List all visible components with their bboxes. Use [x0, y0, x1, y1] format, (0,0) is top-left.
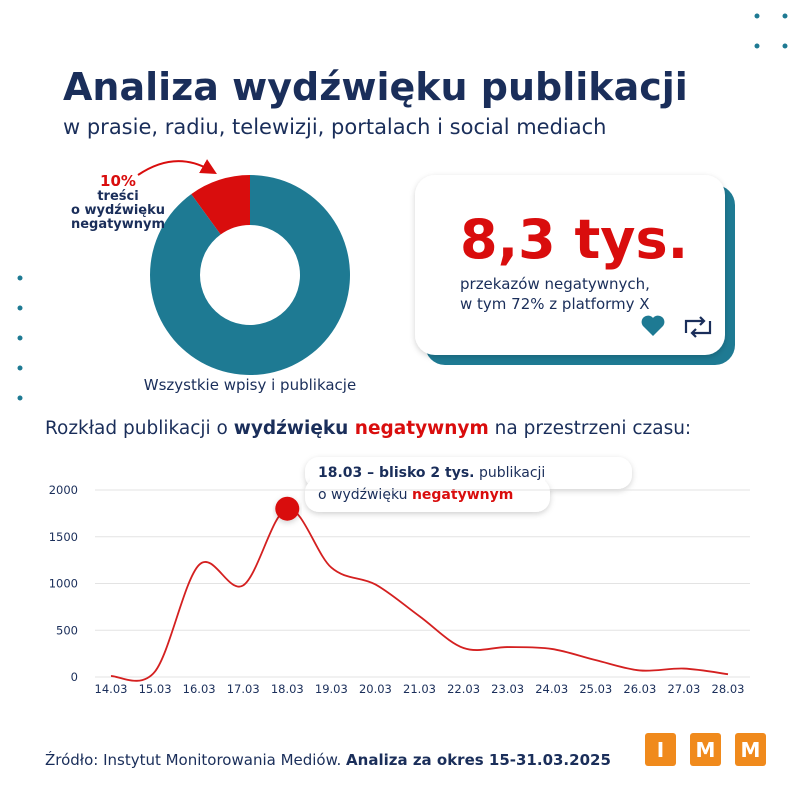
x-tick-label: 16.03 [183, 682, 216, 696]
y-tick-label: 1000 [49, 577, 78, 591]
annotation-highlight: negatywnym [412, 487, 513, 503]
x-tick-label: 23.03 [491, 682, 524, 696]
x-tick-label: 25.03 [579, 682, 612, 696]
x-tick-label: 15.03 [139, 682, 172, 696]
x-tick-label: 20.03 [359, 682, 392, 696]
annotation-text: o wydźwięku [318, 487, 412, 503]
line-series [110, 507, 729, 682]
x-tick-label: 22.03 [447, 682, 480, 696]
annotation: 18.03 – blisko 2 tys. publikacji [318, 465, 545, 481]
annotation-bold: 18.03 – blisko 2 tys. [318, 465, 475, 481]
section-title-part: negatywnym [355, 418, 489, 439]
y-tick-label: 0 [71, 670, 78, 684]
decor-dots [17, 13, 788, 401]
repost-icon [684, 316, 712, 338]
x-tick-label: 26.03 [623, 682, 656, 696]
footer-source: Źródło: Instytut Monitorowania Mediów. [45, 750, 346, 769]
stat-line: przekazów negatywnych, [460, 275, 650, 293]
logo-tile [645, 733, 676, 766]
x-tick-label: 24.03 [535, 682, 568, 696]
stat-card [415, 175, 725, 355]
logo-letter: M [696, 738, 716, 762]
x-tick-label: 18.03 [271, 682, 304, 696]
pie-slice [150, 175, 351, 375]
section-title-part: wydźwięku [234, 418, 355, 439]
y-tick-label: 500 [56, 623, 78, 637]
footer-period: Analiza za okres 15-31.03.2025 [346, 751, 611, 769]
subtitle: w prasie, radiu, telewizji, portalach i … [63, 115, 607, 139]
pie-slice [191, 175, 250, 235]
annotation-fill [310, 470, 545, 492]
logo-letter: I [657, 738, 664, 762]
logo-tile [735, 733, 766, 766]
logo-letter: M [741, 738, 761, 762]
x-tick-label: 14.03 [95, 682, 128, 696]
pie-value-label: 10% [100, 172, 136, 190]
x-tick-label: 21.03 [403, 682, 436, 696]
footer: Źródło: Instytut Monitorowania Mediów. A… [45, 750, 611, 769]
section-title-part: na przestrzeni czasu: [489, 418, 691, 439]
annotation: o wydźwięku negatywnym [318, 487, 513, 503]
title: Analiza wydźwięku publikacji [63, 65, 688, 109]
pie-label: Wszystkie wpisy i publikacje [144, 376, 356, 394]
x-tick-label: 28.03 [712, 682, 745, 696]
stat-line: w tym 72% z platformy X [460, 295, 650, 313]
x-tick-label: 17.03 [227, 682, 260, 696]
peak-marker [275, 496, 300, 521]
pie-label: treści o wydźwięku negatywnym [71, 189, 165, 232]
x-tick-label: 27.03 [667, 682, 700, 696]
section-title-part: Rozkład publikacji o [45, 418, 234, 439]
x-tick-label: 19.03 [315, 682, 348, 696]
y-tick-label: 2000 [49, 483, 78, 497]
logo-tile [690, 733, 721, 766]
stat-value: 8,3 tys. [460, 208, 688, 271]
heart-icon [641, 315, 665, 336]
y-tick-label: 1500 [49, 530, 78, 544]
annotation-text: publikacji [475, 465, 546, 481]
arrow [137, 159, 217, 176]
section-title: Rozkład publikacji o wydźwięku negatywny… [45, 418, 691, 439]
